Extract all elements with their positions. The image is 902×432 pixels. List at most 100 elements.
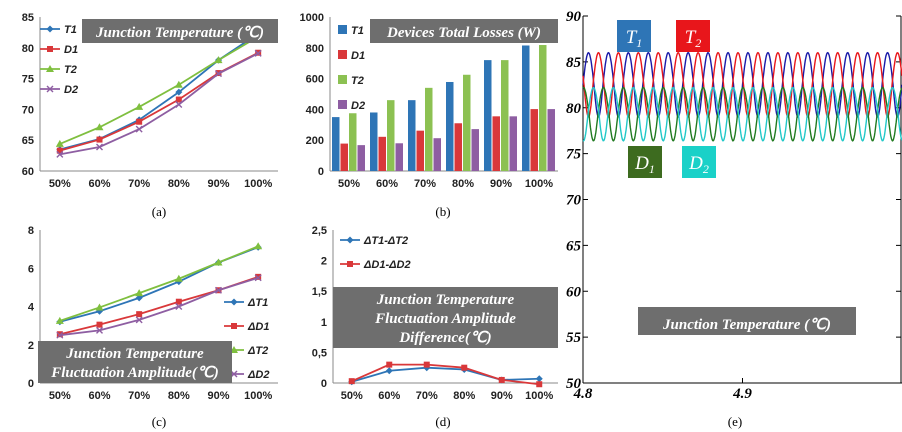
x-tick-label-100pct: 100% [244, 390, 272, 402]
series-tag-index-d1: 1 [649, 162, 655, 176]
chart-title-line-1: Junction Temperature [376, 292, 515, 308]
chart-title-line-2: Fluctuation Amplitude(℃) [50, 365, 219, 381]
y-tick-label-2: 2 [28, 340, 34, 352]
chart-d-amplitude-difference: 0 0,5 1 1,5 2 2,5 50% 60% 70% 80% 90% 100% ΔT1-ΔT2 ΔD… [312, 225, 558, 429]
bar-t2-90pct [501, 60, 509, 172]
y-tick-label-200: 200 [306, 135, 324, 147]
caption: (c) [152, 414, 166, 429]
point-d2-5-stroke2 [215, 70, 222, 78]
x-tick-label-80pct: 80% [168, 390, 190, 402]
point-d2-3 [135, 125, 143, 133]
x-tick-label-50pct: 50% [49, 178, 71, 190]
bar-t1-80pct [446, 81, 454, 171]
point--d1-4 [175, 298, 182, 305]
bar-t2-80pct [463, 74, 471, 171]
y-tick-label-0: 0 [318, 166, 324, 178]
point--d1--d2-4 [461, 364, 468, 371]
point--d1-3 [136, 311, 143, 318]
legend-marker-d1 [47, 46, 53, 52]
point--t1--t2-2 [385, 367, 393, 375]
point-d2-6-stroke2 [254, 49, 262, 57]
legend-swatch-d2 [338, 100, 347, 109]
legend-swatch-d1 [338, 50, 347, 59]
x-tick-label-90pct: 90% [207, 390, 229, 402]
waveform-d1 [582, 86, 902, 142]
point-d2-2-stroke2 [96, 143, 103, 151]
x-tick-label-4.9: 4.9 [732, 386, 752, 402]
chart-title-bg [333, 287, 558, 348]
point-d2-6 [254, 49, 262, 57]
x-tick-label-60pct: 60% [378, 390, 400, 402]
x-tick-label-70pct: 70% [128, 390, 150, 402]
point--d2-1 [56, 331, 64, 339]
point--d2-2-stroke2 [96, 326, 103, 334]
point-d2-1 [56, 150, 64, 158]
x-tick-label-80pct: 80% [452, 178, 474, 190]
y-tick-label-90: 90 [566, 9, 582, 25]
y-tick-label-4: 4 [28, 302, 35, 314]
series-tag-letter-d2: D [688, 153, 703, 174]
point-t2-4 [174, 80, 183, 88]
point--t2-5 [214, 258, 223, 266]
x-tick-label-70pct: 70% [128, 178, 150, 190]
series-tag-bg-d2 [682, 146, 716, 178]
y-tick-label-85: 85 [566, 55, 582, 71]
bar-d2-80pct [471, 129, 479, 171]
chart-title-line-1: Devices Total Losses (W) [386, 25, 541, 41]
chart-c-fluctuation-amplitude: 0 2 4 6 8 50% 60% 70% 80% 90% 100% ΔT1 ΔD1 ΔT2 ΔD2 Junc… [28, 225, 278, 429]
point--d2-3 [135, 316, 143, 324]
x-tick-label-60pct: 60% [88, 390, 110, 402]
series-tag-index-t1: 1 [636, 36, 642, 50]
point--d2-1-stroke2 [56, 331, 64, 339]
point--t1--t2-6 [535, 375, 543, 383]
series-line--t2 [59, 245, 259, 322]
y-tick-label-80: 80 [566, 101, 582, 117]
point--d1-2 [96, 321, 103, 328]
y-tick-label-65: 65 [566, 238, 582, 254]
bar-d2-100pct [547, 109, 555, 171]
chart-title-line-1: Junction Temperature (℃) [662, 317, 831, 333]
y-tick-label-70: 70 [566, 193, 582, 209]
y-tick-label-75: 75 [22, 74, 34, 86]
caption: (d) [435, 414, 450, 429]
point-t2-3 [135, 102, 144, 110]
y-tick-label-400: 400 [306, 104, 324, 116]
point--t2-2 [95, 303, 104, 311]
series-line-d2 [59, 52, 259, 156]
point-d1-1 [56, 147, 63, 154]
x-tick-label-100pct: 100% [525, 178, 553, 190]
y-tick-label-6: 6 [28, 263, 34, 275]
point--d2-4-stroke2 [175, 303, 183, 310]
x-tick-label-50pct: 50% [341, 390, 363, 402]
caption: (b) [435, 204, 450, 219]
legend-marker-t1 [46, 25, 54, 33]
y-tick-label-2: 2 [321, 256, 327, 268]
y-tick-label-80: 80 [22, 43, 34, 55]
legend-label-t1: T1 [64, 24, 77, 36]
series-line-t2 [59, 35, 259, 145]
bar-d2-90pct [509, 116, 517, 171]
series-line--d1--d2 [351, 363, 540, 386]
y-tick-label-55: 55 [566, 330, 582, 346]
bar-t2-60pct [387, 100, 395, 171]
point-t1-4 [175, 88, 183, 96]
x-tick-label-80pct: 80% [168, 178, 190, 190]
y-tick-label-85: 85 [22, 12, 34, 24]
bar-t2-50pct [349, 113, 357, 171]
waveform-t1 [582, 51, 902, 118]
point--t2-3 [135, 289, 144, 297]
series-line--d2 [59, 276, 259, 337]
chart-title-bg [82, 19, 278, 43]
legend-marker-d2-stroke2 [46, 85, 54, 93]
y-tick-label-8: 8 [28, 225, 34, 237]
y-tick-label-600: 600 [306, 74, 324, 86]
point--t2-6 [254, 242, 263, 250]
point-t2-2 [95, 123, 104, 131]
chart-title-line-1: Junction Temperature [65, 346, 204, 362]
point-d2-2 [96, 143, 103, 151]
series-tag-d2: D2 [688, 153, 709, 176]
point--d2-4 [175, 303, 183, 310]
y-tick-label-70: 70 [22, 104, 34, 116]
